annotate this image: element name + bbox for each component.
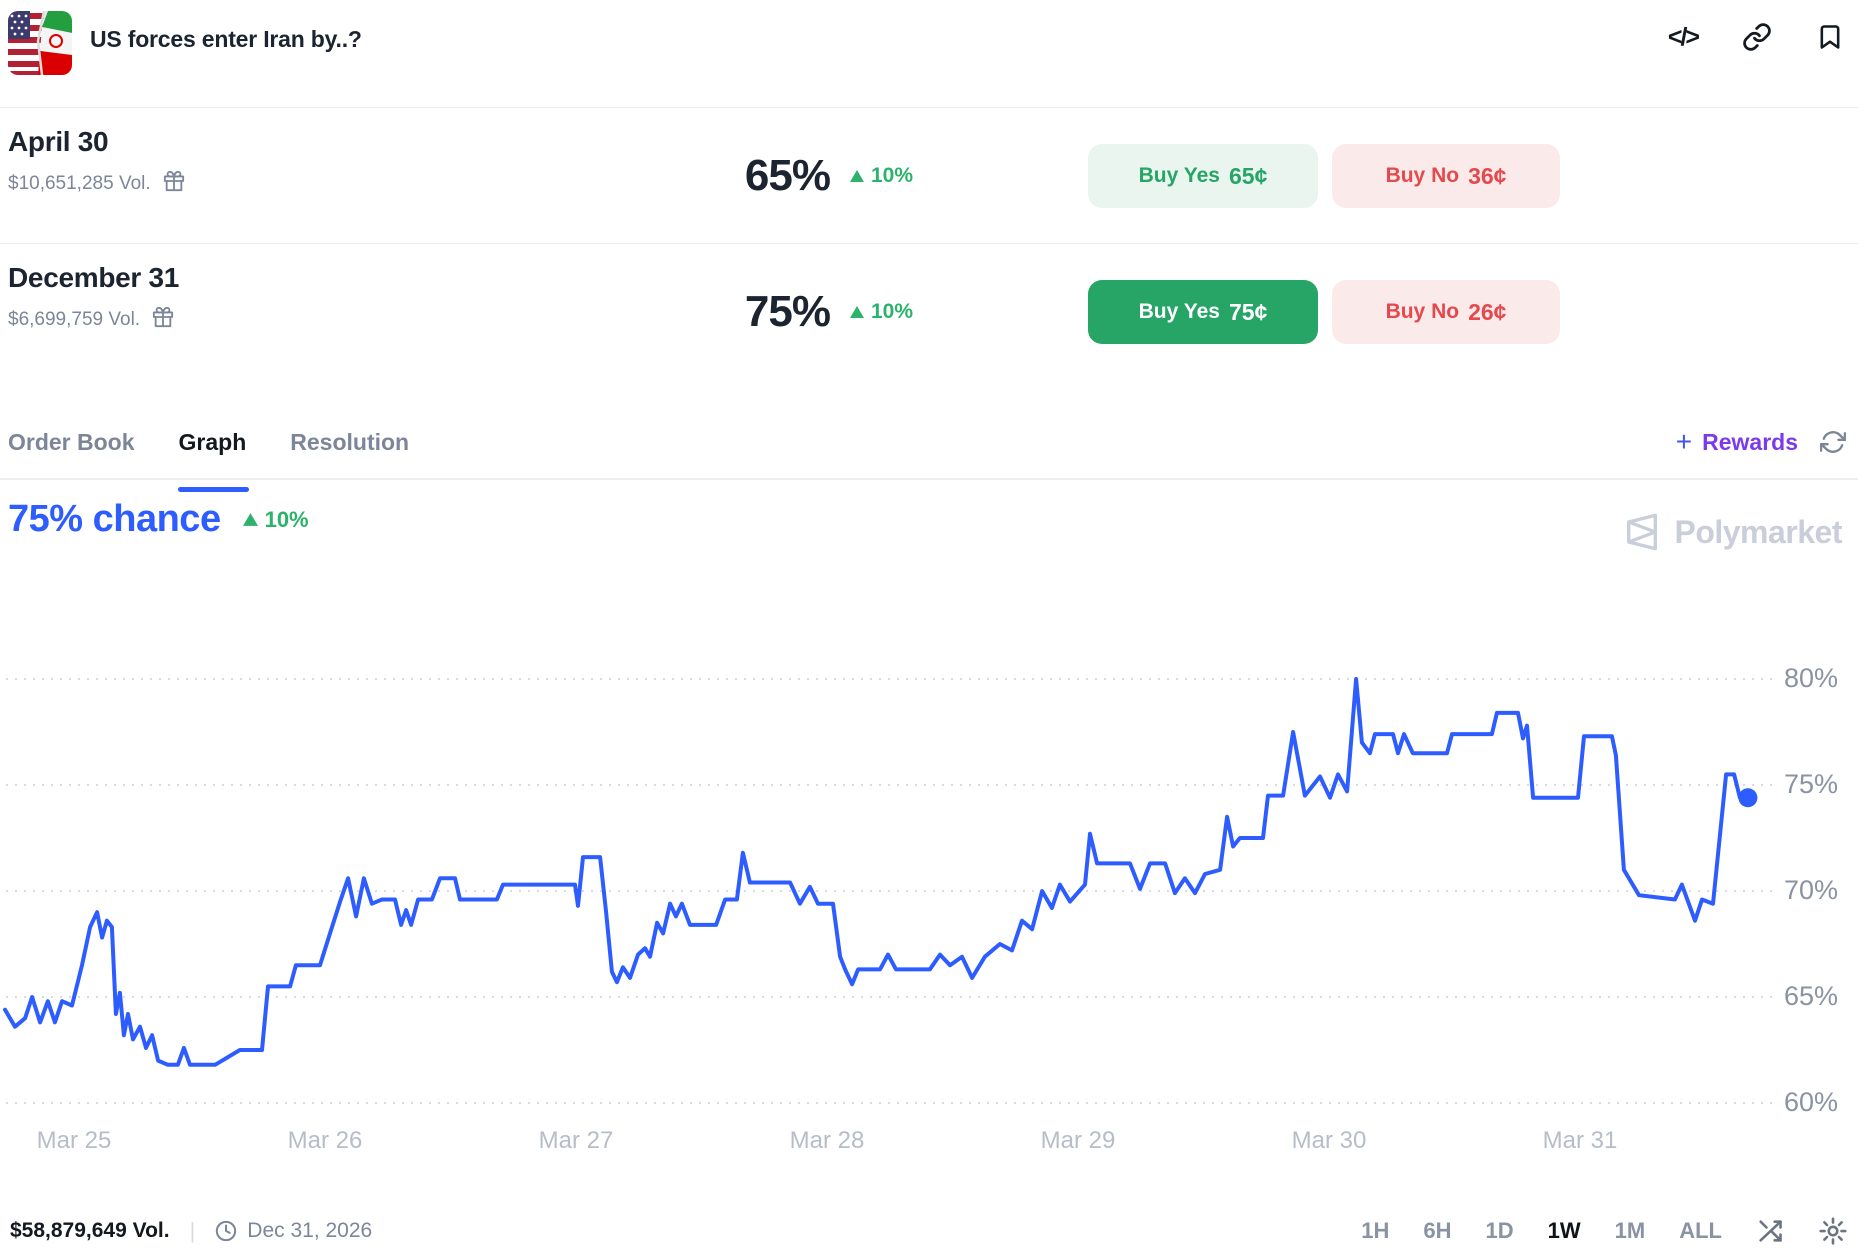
buy-no-button-april[interactable]: Buy No 36¢ xyxy=(1332,144,1560,208)
range-button-1w[interactable]: 1W xyxy=(1547,1218,1581,1243)
polymarket-watermark: Polymarket xyxy=(1622,512,1842,552)
outcome-volume: $6,699,759 Vol. xyxy=(8,309,141,330)
up-arrow-icon xyxy=(850,305,864,318)
x-axis-label: Mar 26 xyxy=(287,1127,363,1154)
x-axis-label: Mar 31 xyxy=(1542,1127,1618,1154)
outcome-name: December 31 xyxy=(8,262,180,293)
link-icon[interactable] xyxy=(1742,22,1772,52)
total-volume: $58,879,649 Vol. xyxy=(10,1219,170,1242)
range-button-6h[interactable]: 6H xyxy=(1423,1218,1452,1243)
y-axis-label: 60% xyxy=(1784,1087,1839,1117)
market-title: US forces enter Iran by..? xyxy=(90,26,362,52)
polymarket-wordmark: Polymarket xyxy=(1674,513,1842,550)
rewards-button[interactable]: + Rewards xyxy=(1675,426,1798,457)
market-header: US forces enter Iran by..? </> xyxy=(0,0,1858,108)
outcome-chance: 65% xyxy=(744,150,831,200)
x-axis-label: Mar 25 xyxy=(36,1127,112,1154)
up-arrow-icon xyxy=(242,513,258,526)
price-line xyxy=(3,677,1750,1067)
outcome-name: April 30 xyxy=(8,126,109,157)
outcome-delta: 10% xyxy=(850,244,913,379)
x-axis-label: Mar 27 xyxy=(538,1127,614,1154)
tab-resolution[interactable]: Resolution xyxy=(290,428,410,455)
outcome-row-april-30: April 30 $10,651,285 Vol. 65% 10% Buy Ye… xyxy=(0,108,1858,244)
range-button-1h[interactable]: 1H xyxy=(1361,1218,1390,1243)
y-axis-label: 80% xyxy=(1784,663,1839,693)
range-button-1d[interactable]: 1D xyxy=(1485,1218,1514,1243)
range-button-all[interactable]: ALL xyxy=(1679,1218,1722,1243)
refresh-icon[interactable] xyxy=(1820,392,1846,492)
us-iran-flags-image xyxy=(8,11,72,75)
x-axis-label: Mar 30 xyxy=(1291,1127,1367,1154)
probability-chart[interactable]: 80% 75% 70% 65% 60% Mar 25 Mar 26 Mar 27 Mar 28 M… xyxy=(0,545,1858,1165)
tabs-bar: Order Book Graph Resolution + Rewards xyxy=(0,378,1858,492)
range-button-1m[interactable]: 1M xyxy=(1614,1218,1646,1243)
up-arrow-icon xyxy=(850,169,864,182)
x-axis-label: Mar 29 xyxy=(1040,1127,1116,1154)
buy-yes-button-april[interactable]: Buy Yes 65¢ xyxy=(1088,144,1318,208)
outcome-chance: 75% xyxy=(744,286,831,336)
buy-no-button-december[interactable]: Buy No 26¢ xyxy=(1332,280,1560,344)
plus-icon: + xyxy=(1675,426,1693,457)
bookmark-icon[interactable] xyxy=(1816,22,1844,52)
clock-icon xyxy=(216,1220,237,1242)
gift-icon[interactable] xyxy=(163,170,185,198)
y-axis-label: 65% xyxy=(1784,981,1839,1011)
chart-footer: $58,879,649 Vol. | Dec 31, 2026 1H 6H 1D 1W… xyxy=(0,1204,1858,1258)
buy-yes-button-december[interactable]: Buy Yes 75¢ xyxy=(1088,280,1318,344)
y-axis-label: 75% xyxy=(1784,769,1839,799)
tab-order-book[interactable]: Order Book xyxy=(8,428,135,455)
embed-icon[interactable]: </> xyxy=(1667,22,1700,51)
polymarket-logo-icon xyxy=(1627,513,1658,551)
chart-canvas xyxy=(3,677,1772,1104)
outcome-row-december-31: December 31 $6,699,759 Vol. 75% 10% Buy … xyxy=(0,244,1858,379)
chance-headline: 75% chance xyxy=(8,498,221,540)
end-date: Dec 31, 2026 xyxy=(215,1219,372,1243)
tab-graph[interactable]: Graph xyxy=(177,392,249,492)
outcome-delta: 10% xyxy=(850,108,913,243)
y-axis-label: 70% xyxy=(1784,875,1839,905)
footer-divider: | xyxy=(189,1218,196,1243)
outcome-volume: $10,651,285 Vol. xyxy=(8,173,151,194)
x-axis-label: Mar 28 xyxy=(789,1127,865,1154)
gear-icon[interactable] xyxy=(1818,1216,1848,1246)
gift-icon[interactable] xyxy=(152,306,174,334)
chance-delta: 10% xyxy=(242,507,309,533)
shuffle-icon[interactable] xyxy=(1756,1217,1784,1245)
current-price-dot xyxy=(1738,788,1758,808)
market-avatar xyxy=(8,11,72,75)
